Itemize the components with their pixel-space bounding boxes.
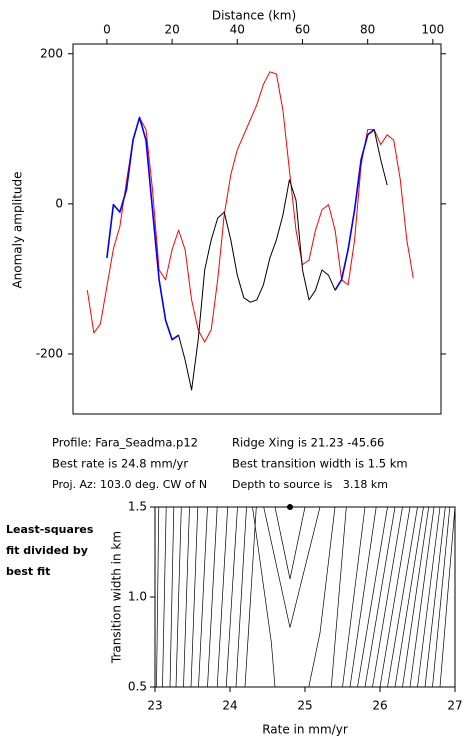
- best-fit-point: [287, 504, 293, 510]
- contour-line: [252, 506, 276, 688]
- contour-line: [263, 506, 321, 628]
- contour-line: [169, 506, 175, 688]
- contour-line: [330, 506, 347, 688]
- x-tick-label: 26: [372, 699, 387, 713]
- line-series: [106, 116, 375, 341]
- contour-line: [235, 506, 247, 688]
- info: Best transition width is 1.5 km: [232, 457, 408, 471]
- contour-line: [424, 506, 446, 688]
- info: Ridge Xing is 21.23 -45.66: [232, 436, 384, 450]
- x-tick-label: 40: [230, 23, 245, 37]
- contour-line: [175, 506, 182, 688]
- x-tick-label: 25: [297, 699, 312, 713]
- x-tick-label: 100: [421, 23, 444, 37]
- contour-line: [357, 506, 388, 688]
- y-axis-title: Transition width in km: [110, 531, 124, 664]
- y-tick-label: -200: [36, 346, 63, 360]
- info: Depth to source is 3.18 km: [232, 478, 388, 491]
- contour-line: [432, 506, 451, 688]
- y-axis-title: Anomaly amplitude: [11, 171, 25, 288]
- note: fit divided by: [6, 544, 88, 557]
- contour-line: [394, 506, 424, 688]
- contour-line: [342, 506, 366, 688]
- x-tick-label: 24: [222, 699, 237, 713]
- y-tick-label: 0: [55, 196, 63, 210]
- contour-line: [225, 506, 238, 688]
- x-tick-label: 60: [295, 23, 310, 37]
- contour-line: [409, 506, 435, 688]
- note: Least-squares: [6, 523, 94, 536]
- contour-line: [198, 506, 208, 688]
- contour-line: [387, 506, 418, 688]
- note: best fit: [6, 565, 50, 578]
- contour-line: [190, 506, 199, 688]
- info: Proj. Az: 103.0 deg. CW of N: [52, 478, 207, 491]
- contour-line: [162, 506, 167, 688]
- info: Profile: Fara_Seadma.p12: [52, 436, 198, 450]
- x-tick-label: 27: [447, 699, 462, 713]
- contour-line: [156, 506, 160, 688]
- contour-line: [216, 506, 229, 688]
- contour-line: [372, 506, 403, 688]
- contour-line: [402, 506, 430, 688]
- top-frame: [72, 43, 442, 415]
- contour-line: [379, 506, 411, 688]
- x-tick-label: 80: [360, 23, 375, 37]
- x-axis-title: Rate in mm/yr: [262, 723, 348, 737]
- x-tick-label: 23: [147, 699, 162, 713]
- contour-line: [244, 506, 257, 688]
- contour-line: [183, 506, 190, 688]
- x-tick-label: 0: [103, 23, 111, 37]
- y-tick-label: 0.5: [128, 680, 147, 694]
- contour-line: [417, 506, 441, 688]
- contour-line: [308, 506, 336, 688]
- contour-line: [349, 506, 377, 688]
- line-series: [86, 71, 414, 343]
- y-tick-label: 1.5: [128, 500, 147, 514]
- contour-line: [364, 506, 396, 688]
- y-tick-label: 1.0: [128, 590, 147, 604]
- contour-line: [207, 506, 218, 688]
- contour-line: [274, 506, 306, 580]
- info: Best rate is 24.8 mm/yr: [52, 457, 188, 471]
- y-tick-label: 200: [40, 46, 63, 60]
- contour-line: [439, 506, 456, 688]
- x-tick-label: 20: [164, 23, 179, 37]
- x-axis-title: Distance (km): [212, 9, 296, 23]
